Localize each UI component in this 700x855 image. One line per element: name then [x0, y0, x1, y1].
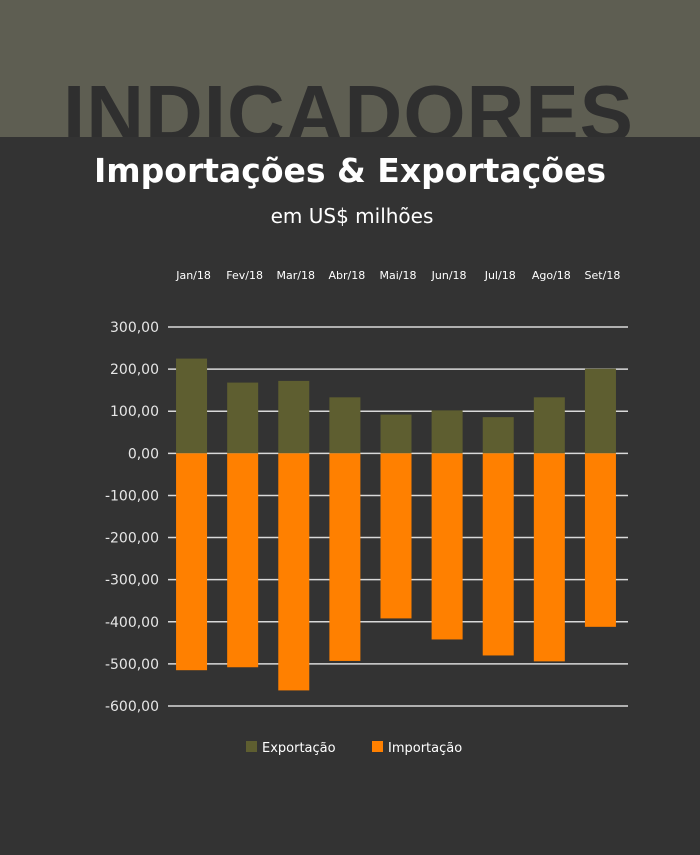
y-tick-label: 300,00: [110, 320, 159, 336]
y-tick-label: 0,00: [128, 446, 159, 462]
bar-exportacao: [278, 380, 310, 454]
chart-title: Importações & Exportações: [94, 151, 606, 190]
category-label: Jul/18: [484, 269, 516, 282]
bar-importacao: [176, 453, 208, 671]
y-tick-label: -300,00: [105, 573, 159, 589]
bar-exportacao: [584, 368, 616, 454]
bar-exportacao: [482, 417, 514, 454]
bar-exportacao: [533, 397, 565, 454]
chart-subtitle: em US$ milhões: [270, 204, 434, 228]
legend-swatch-importacao: [372, 741, 383, 752]
bar-exportacao: [380, 414, 412, 454]
bars: [176, 358, 616, 691]
bar-exportacao: [431, 410, 463, 454]
y-tick-label: -100,00: [105, 488, 159, 504]
category-label: Mar/18: [277, 269, 315, 282]
y-tick-label: 100,00: [110, 404, 159, 420]
bar-importacao: [227, 453, 259, 668]
category-label: Jan/18: [175, 269, 211, 282]
bar-importacao: [584, 453, 616, 627]
y-tick-label: 200,00: [110, 362, 159, 378]
category-label: Set/18: [585, 269, 621, 282]
category-label: Fev/18: [226, 269, 263, 282]
category-label: Ago/18: [532, 269, 571, 282]
y-tick-label: -600,00: [105, 699, 159, 715]
banner: INDICADORES: [0, 70, 700, 138]
legend: Exportação Importação: [246, 741, 462, 756]
category-label: Abr/18: [329, 269, 366, 282]
header-band: [0, 0, 700, 137]
banner-title: INDICADORES: [63, 70, 635, 138]
legend-swatch-exportacao: [246, 741, 257, 752]
bar-exportacao: [329, 397, 361, 454]
y-tick-label: -500,00: [105, 657, 159, 673]
y-axis-ticks: 300,00 200,00 100,00 0,00 -100,00 -200,00 -300…: [105, 320, 159, 715]
y-tick-label: -200,00: [105, 531, 159, 547]
category-label: Mai/18: [380, 269, 417, 282]
bar-importacao: [482, 453, 514, 656]
legend-label-exportacao: Exportação: [262, 741, 336, 756]
bar-importacao: [329, 453, 361, 661]
bar-importacao: [278, 453, 310, 691]
bar-exportacao: [176, 358, 208, 454]
category-label: Jun/18: [431, 269, 467, 282]
y-tick-label: -400,00: [105, 615, 159, 631]
bar-exportacao: [227, 382, 259, 454]
bar-importacao: [533, 453, 565, 662]
category-labels: Jan/18 Fev/18 Mar/18 Abr/18 Mai/18 Jun/18 Jul/…: [175, 269, 620, 282]
legend-label-importacao: Importação: [388, 741, 462, 756]
bar-importacao: [380, 453, 412, 619]
bar-importacao: [431, 453, 463, 640]
